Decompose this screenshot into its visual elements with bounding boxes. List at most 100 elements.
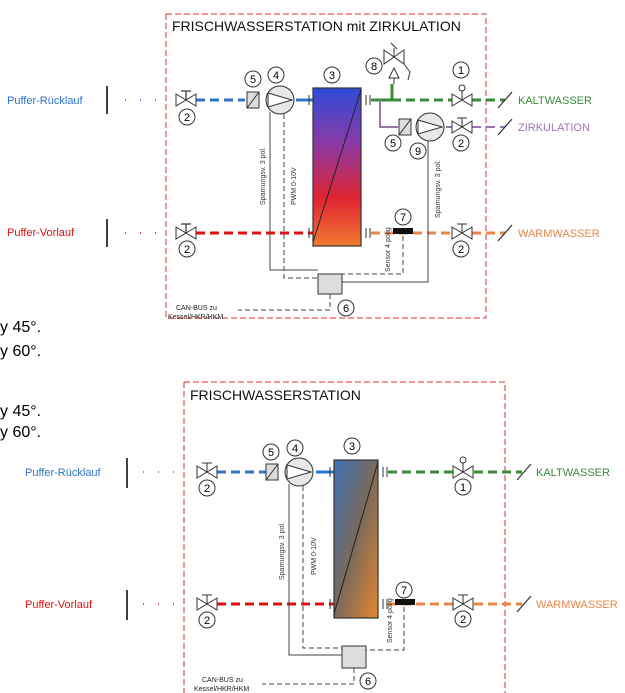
label-puffer-ruecklauf-2: Puffer-Rücklauf bbox=[25, 467, 102, 479]
wire bbox=[366, 607, 405, 651]
label-pump-supply-1: Sparnungsv. 3 pol. bbox=[260, 147, 267, 205]
diagram-2: FRISCHWASSERSTATION Puffer-Rücklauf Puff… bbox=[25, 381, 618, 693]
check-valve-icon bbox=[398, 118, 412, 136]
number-label: 2 bbox=[184, 244, 190, 256]
stray-text-3: y 45°. bbox=[0, 403, 42, 420]
pipe-break bbox=[516, 463, 532, 481]
label-circle bbox=[286, 439, 304, 457]
label-circle bbox=[267, 66, 285, 84]
valve-icon bbox=[451, 84, 473, 107]
controller-box bbox=[341, 645, 367, 669]
wire bbox=[283, 114, 318, 279]
circulation-pipe bbox=[379, 100, 398, 128]
valve-icon bbox=[175, 223, 197, 240]
wire bbox=[269, 112, 318, 271]
label-warmwasser-1: WARMWASSER bbox=[518, 228, 600, 240]
tank-diagonal bbox=[333, 461, 379, 615]
can-bus-label-1: CAN-BUS zu bbox=[176, 305, 217, 312]
title-2: FRISCHWASSERSTATION bbox=[190, 387, 361, 403]
label-circle bbox=[409, 142, 427, 160]
label-pump-supply-2: Sparnungsv. 3 pol. bbox=[279, 522, 286, 580]
pump-icon bbox=[265, 85, 295, 115]
controller-box bbox=[317, 273, 343, 295]
number-label: 5 bbox=[390, 138, 396, 150]
number-label: 6 bbox=[343, 303, 349, 315]
number-label: 4 bbox=[292, 443, 298, 455]
valve-icon bbox=[452, 594, 474, 611]
label-circle bbox=[198, 479, 216, 497]
label-circle bbox=[178, 240, 196, 258]
check-valve-icon bbox=[265, 463, 279, 481]
label-circle bbox=[198, 611, 216, 629]
label-circle bbox=[395, 581, 413, 599]
frame-1 bbox=[165, 13, 487, 319]
sensor-icon bbox=[395, 599, 415, 605]
tank-diagonal bbox=[312, 89, 362, 243]
valve-icon bbox=[451, 223, 473, 240]
label-zirkulation: ZIRKULATION bbox=[518, 122, 590, 134]
valve-icon bbox=[175, 90, 197, 107]
sensor-icon bbox=[393, 228, 413, 234]
number-label: 2 bbox=[204, 483, 210, 495]
valve-icon bbox=[196, 594, 218, 611]
number-label: 5 bbox=[268, 447, 274, 459]
label-pwm-2: PWM 0-10V bbox=[311, 537, 318, 575]
label-circle bbox=[359, 672, 377, 690]
label-circle bbox=[452, 61, 470, 79]
number-label: 2 bbox=[184, 112, 190, 124]
label-circle bbox=[262, 443, 280, 461]
label-circle bbox=[454, 478, 472, 496]
label-pwm-1: PWM 0-10V bbox=[291, 167, 298, 205]
number-label: 6 bbox=[365, 676, 371, 688]
title-1: FRISCHWASSERSTATION mit ZIRKULATION bbox=[172, 18, 461, 34]
safety-valve-icon bbox=[383, 42, 411, 84]
wire bbox=[288, 484, 342, 656]
pipe-break bbox=[497, 224, 513, 242]
label-puffer-ruecklauf-1: Puffer-Rücklauf bbox=[7, 95, 84, 107]
number-label: 7 bbox=[400, 212, 406, 224]
pipe-break bbox=[497, 91, 513, 109]
number-label: 2 bbox=[458, 244, 464, 256]
number-label: 7 bbox=[401, 585, 407, 597]
frame-2 bbox=[184, 381, 506, 693]
number-label: 2 bbox=[460, 614, 466, 626]
wire bbox=[342, 141, 429, 283]
pipe-break bbox=[516, 595, 532, 613]
pipe-break bbox=[497, 118, 513, 136]
can-bus-label-1: CAN-BUS zu bbox=[202, 677, 243, 684]
label-circle bbox=[384, 134, 402, 152]
wire bbox=[342, 236, 404, 275]
label-circle bbox=[452, 134, 470, 152]
diagram-1: FRISCHWASSERSTATION mit ZIRKULATION Puff… bbox=[7, 13, 600, 321]
stray-text-2: y 60°. bbox=[0, 343, 42, 360]
number-label: 2 bbox=[458, 138, 464, 150]
label-sensor-1: Sensor 4 polig bbox=[385, 227, 392, 272]
label-warmwasser-2: WARMWASSER bbox=[536, 599, 618, 611]
wire bbox=[262, 668, 355, 685]
stray-text-4: y 60°. bbox=[0, 424, 42, 441]
label-circ-supply: Sparnungsv. 3 pol. bbox=[435, 160, 442, 218]
label-circle bbox=[244, 70, 262, 88]
label-circle bbox=[452, 240, 470, 258]
label-circle bbox=[454, 610, 472, 628]
label-sensor-2: Sensor 4 polig bbox=[387, 598, 394, 643]
pump-icon bbox=[284, 457, 314, 487]
check-valve-icon bbox=[246, 91, 260, 109]
number-label: 1 bbox=[458, 65, 464, 77]
label-circle bbox=[365, 57, 383, 75]
label-kaltwasser-2: KALTWASSER bbox=[536, 467, 610, 479]
label-circle bbox=[178, 108, 196, 126]
wire bbox=[302, 486, 342, 649]
number-label: 8 bbox=[371, 61, 377, 73]
number-label: 9 bbox=[415, 146, 421, 158]
number-label: 1 bbox=[460, 482, 466, 494]
number-label: 5 bbox=[250, 74, 256, 86]
label-kaltwasser-1: KALTWASSER bbox=[518, 95, 592, 107]
valve-icon bbox=[451, 117, 473, 134]
number-label: 3 bbox=[329, 70, 335, 82]
can-bus-label-2: Kessel/HKR/HKM bbox=[194, 686, 249, 693]
valve-icon bbox=[196, 462, 218, 479]
valve-icon bbox=[452, 456, 474, 479]
pump-icon bbox=[415, 112, 445, 142]
